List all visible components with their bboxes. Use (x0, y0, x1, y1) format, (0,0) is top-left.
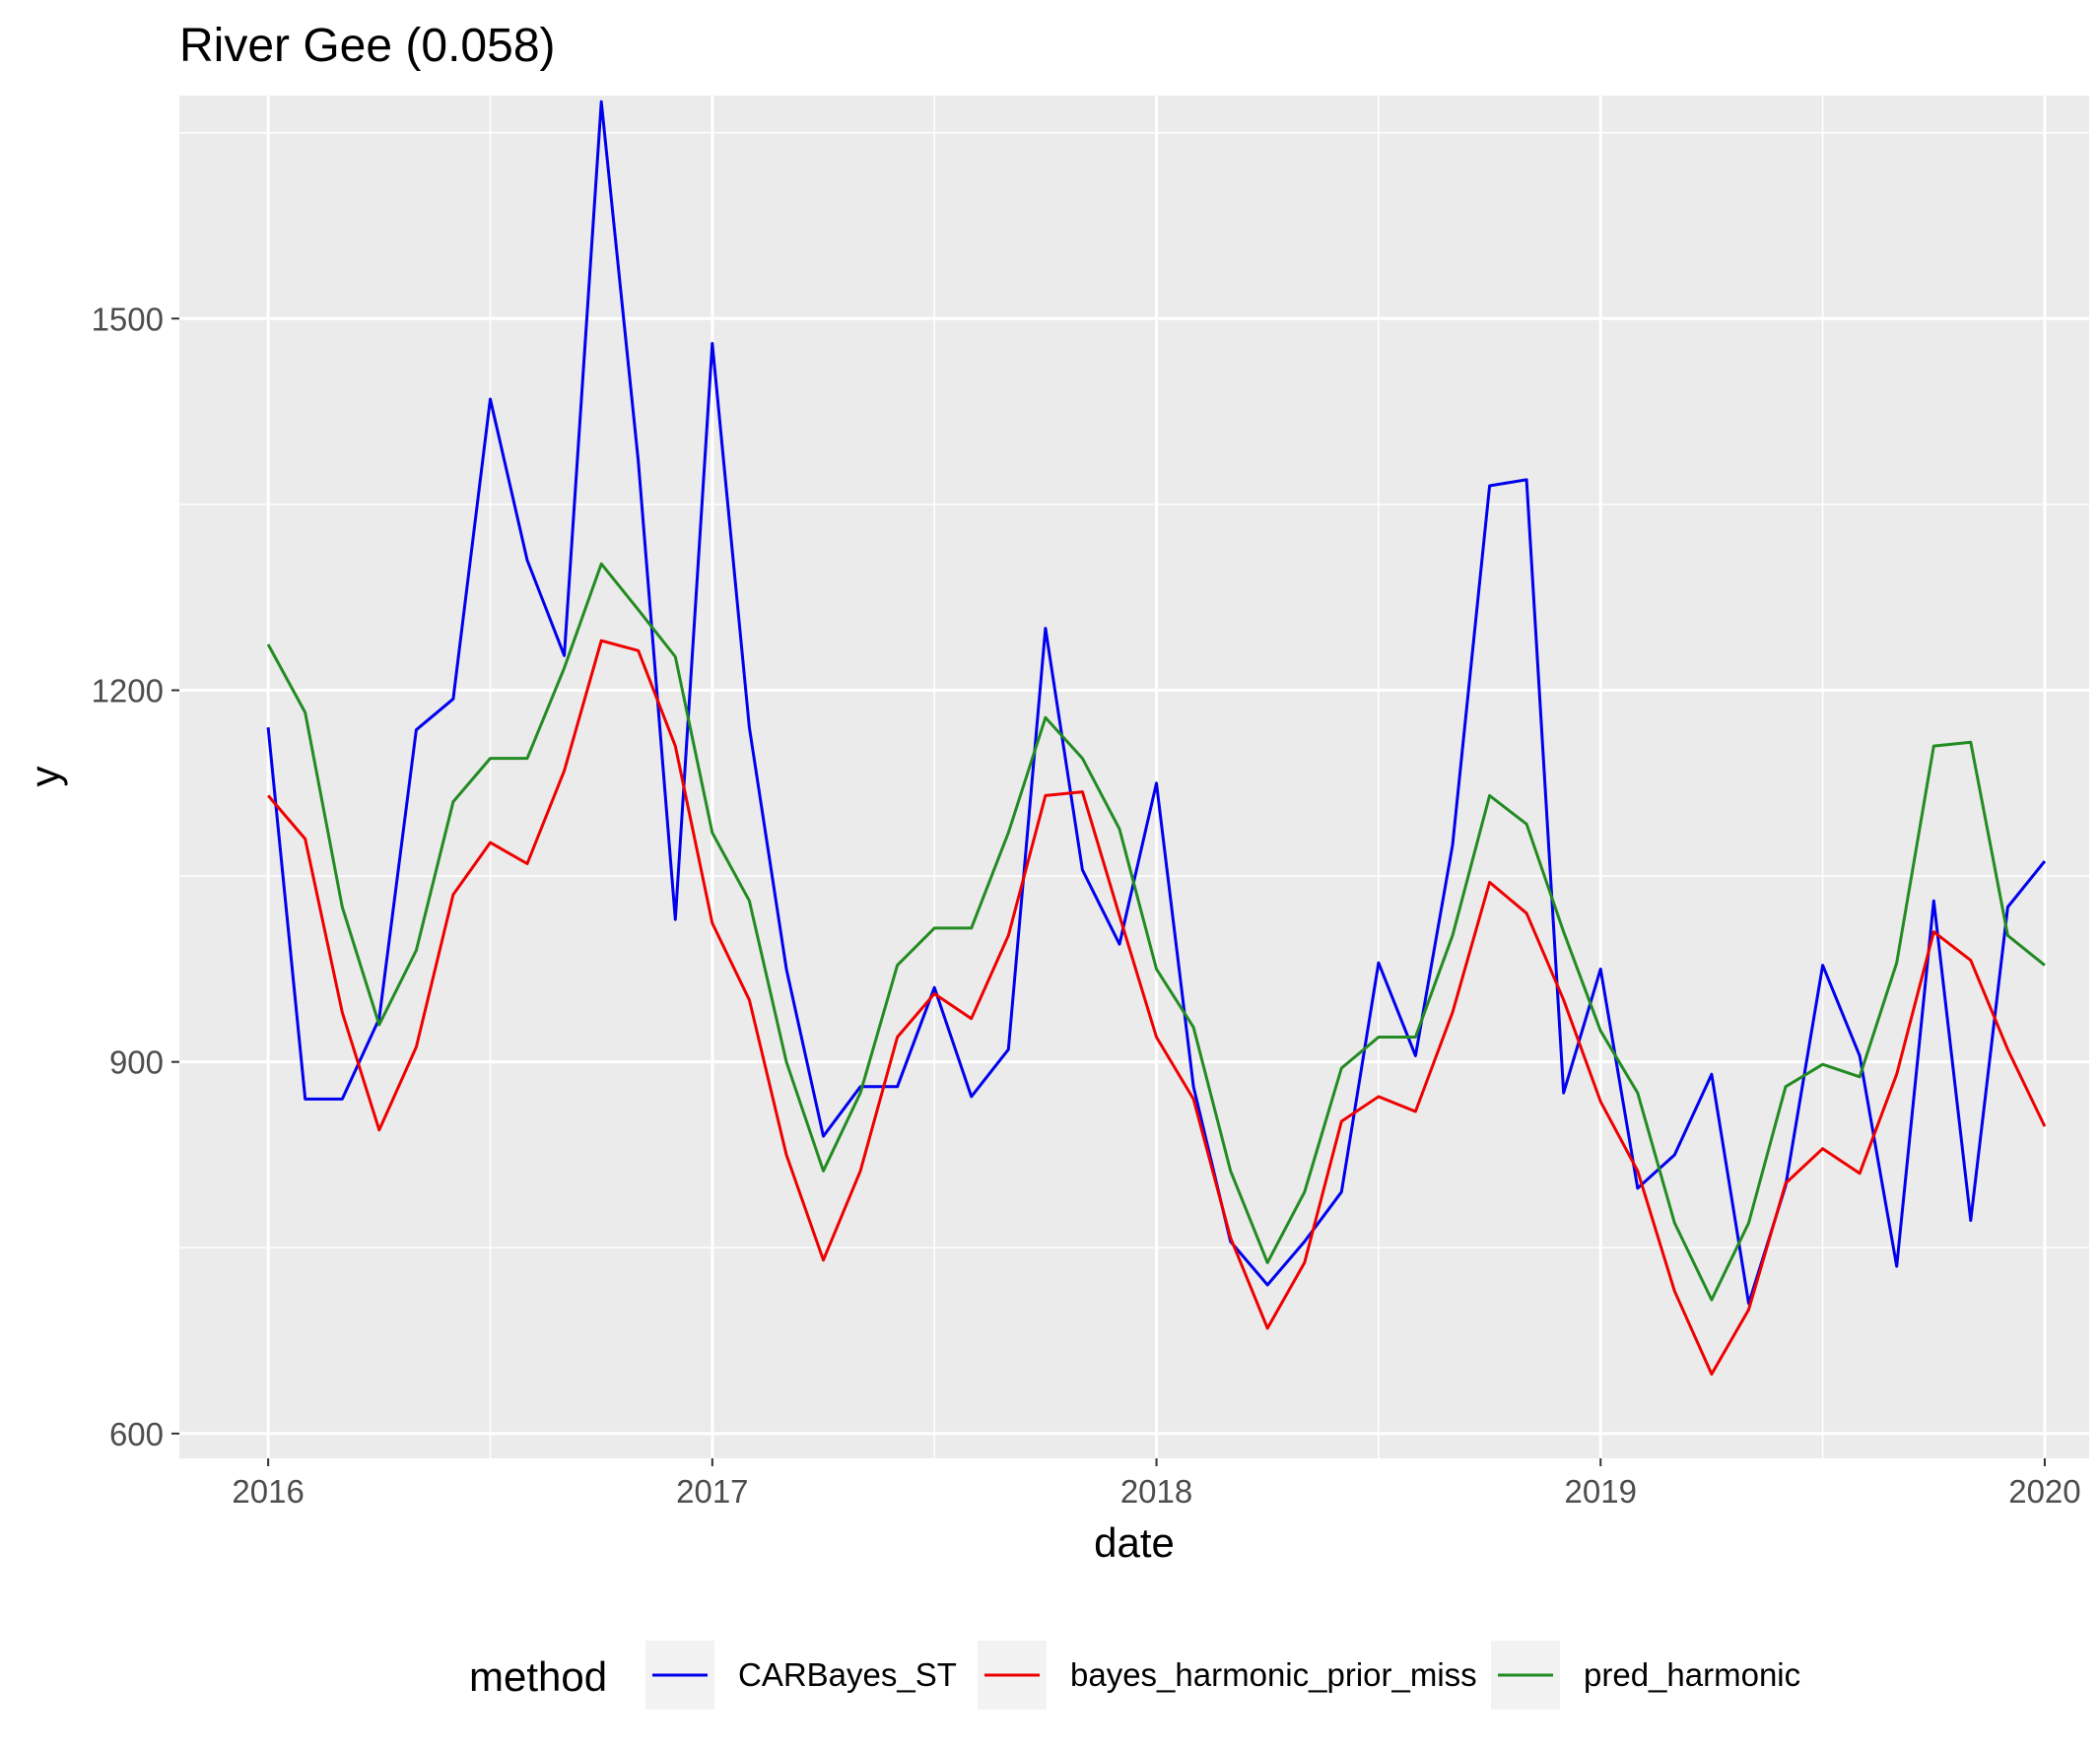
legend-label: CARBayes_ST (738, 1656, 957, 1693)
x-tick-label: 2016 (232, 1473, 304, 1510)
legend-item: bayes_harmonic_prior_miss (978, 1641, 1477, 1710)
y-tick-label: 1500 (92, 301, 164, 337)
x-tick-labels: 2016 2017 2018 2019 2020 (232, 1473, 2080, 1510)
y-tick-labels: 600 900 1200 1500 (92, 301, 164, 1452)
chart-title: River Gee (0.058) (179, 20, 556, 72)
x-tick-label: 2018 (1120, 1473, 1192, 1510)
series-line-pred_harmonic (266, 562, 2046, 1302)
y-tick-label: 1200 (92, 672, 164, 708)
legend-item: pred_harmonic (1491, 1641, 1800, 1710)
legend: method CARBayes_ST bayes_harmonic_prior_m… (469, 1641, 1800, 1710)
x-tick-label: 2020 (2008, 1473, 2080, 1510)
series-lines (266, 100, 2047, 1376)
legend-title: method (469, 1653, 607, 1700)
y-axis-title: y (22, 767, 68, 787)
x-tick-label: 2017 (676, 1473, 748, 1510)
legend-label: pred_harmonic (1584, 1656, 1800, 1693)
plot-panel (179, 96, 2089, 1458)
y-tick-label: 900 (109, 1044, 164, 1081)
legend-items: CARBayes_ST bayes_harmonic_prior_miss pred… (645, 1641, 1800, 1710)
x-axis-title: date (1094, 1519, 1175, 1566)
legend-item: CARBayes_ST (645, 1641, 957, 1710)
x-tick-label: 2019 (1565, 1473, 1637, 1510)
series-line-CARBayes_ST (266, 100, 2047, 1306)
minor-gridlines (179, 96, 2089, 1458)
series-line-bayes_harmonic_prior_miss (266, 639, 2047, 1376)
axis-ticks (171, 317, 2046, 1466)
y-tick-label: 600 (109, 1416, 164, 1452)
major-gridlines (179, 96, 2089, 1458)
legend-label: bayes_harmonic_prior_miss (1070, 1656, 1477, 1693)
